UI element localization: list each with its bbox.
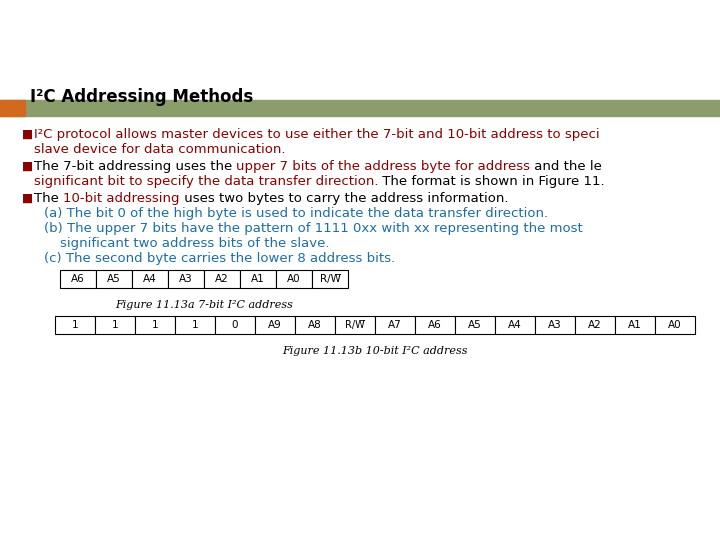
Text: R/W̅: R/W̅: [345, 320, 365, 330]
Text: Figure 11.13b 10-bit I²C address: Figure 11.13b 10-bit I²C address: [282, 346, 468, 356]
Text: A6: A6: [428, 320, 442, 330]
Text: A2: A2: [215, 274, 229, 284]
Text: 10-bit addressing: 10-bit addressing: [63, 192, 179, 205]
Bar: [95, 316, 135, 334]
Text: Figure 11.13a 7-bit I²C address: Figure 11.13a 7-bit I²C address: [115, 300, 293, 310]
Bar: [55, 316, 95, 334]
Bar: [96, 270, 132, 288]
Text: A0: A0: [287, 274, 301, 284]
Bar: [575, 316, 615, 334]
Bar: [60, 270, 96, 288]
Text: A9: A9: [268, 320, 282, 330]
Bar: [135, 316, 175, 334]
Bar: [295, 316, 335, 334]
Text: I²C protocol allows master devices to use either the 7-bit and 10-bit address to: I²C protocol allows master devices to us…: [34, 128, 600, 141]
Text: (c) The second byte carries the lower 8 address bits.: (c) The second byte carries the lower 8 …: [44, 252, 395, 265]
Text: ■: ■: [22, 128, 33, 141]
Text: 1: 1: [112, 320, 118, 330]
Text: The format is shown in Figure 11.: The format is shown in Figure 11.: [379, 175, 605, 188]
Bar: [535, 316, 575, 334]
Text: R/W̅: R/W̅: [320, 274, 341, 284]
Bar: [215, 316, 255, 334]
Bar: [312, 270, 348, 288]
Bar: [168, 270, 204, 288]
Text: A3: A3: [548, 320, 562, 330]
Bar: [335, 316, 375, 334]
Bar: [132, 270, 168, 288]
Text: I²C Addressing Methods: I²C Addressing Methods: [30, 88, 253, 106]
Bar: [655, 316, 695, 334]
Bar: [175, 316, 215, 334]
Text: The: The: [34, 192, 63, 205]
Text: 1: 1: [192, 320, 198, 330]
Bar: [375, 316, 415, 334]
Text: (b) The upper 7 bits have the pattern of 1111 0xx with xx representing the most: (b) The upper 7 bits have the pattern of…: [44, 222, 582, 235]
Bar: [276, 270, 312, 288]
Text: A1: A1: [628, 320, 642, 330]
Text: ■: ■: [22, 192, 33, 205]
Text: 1: 1: [72, 320, 78, 330]
Bar: [255, 316, 295, 334]
Text: A5: A5: [107, 274, 121, 284]
Text: A4: A4: [508, 320, 522, 330]
Bar: [240, 270, 276, 288]
Text: A0: A0: [668, 320, 682, 330]
Text: A4: A4: [143, 274, 157, 284]
Text: A8: A8: [308, 320, 322, 330]
Text: A6: A6: [71, 274, 85, 284]
Bar: [615, 316, 655, 334]
Text: slave device for data communication.: slave device for data communication.: [34, 143, 286, 156]
Text: 1: 1: [152, 320, 158, 330]
Bar: [495, 316, 535, 334]
Text: A1: A1: [251, 274, 265, 284]
Text: significant two address bits of the slave.: significant two address bits of the slav…: [60, 237, 330, 250]
Text: uses two bytes to carry the address information.: uses two bytes to carry the address info…: [179, 192, 508, 205]
Bar: [415, 316, 455, 334]
Text: The 7-bit addressing uses the: The 7-bit addressing uses the: [34, 160, 236, 173]
Text: upper 7 bits of the address byte for address: upper 7 bits of the address byte for add…: [236, 160, 531, 173]
Text: A2: A2: [588, 320, 602, 330]
Bar: [204, 270, 240, 288]
Text: significant bit to specify the data transfer direction.: significant bit to specify the data tran…: [34, 175, 379, 188]
Bar: [455, 316, 495, 334]
Text: A5: A5: [468, 320, 482, 330]
Text: A3: A3: [179, 274, 193, 284]
Text: A7: A7: [388, 320, 402, 330]
Text: 0: 0: [232, 320, 238, 330]
Text: (a) The bit 0 of the high byte is used to indicate the data transfer direction.: (a) The bit 0 of the high byte is used t…: [44, 207, 548, 220]
Text: and the le: and the le: [531, 160, 603, 173]
Text: ■: ■: [22, 160, 33, 173]
